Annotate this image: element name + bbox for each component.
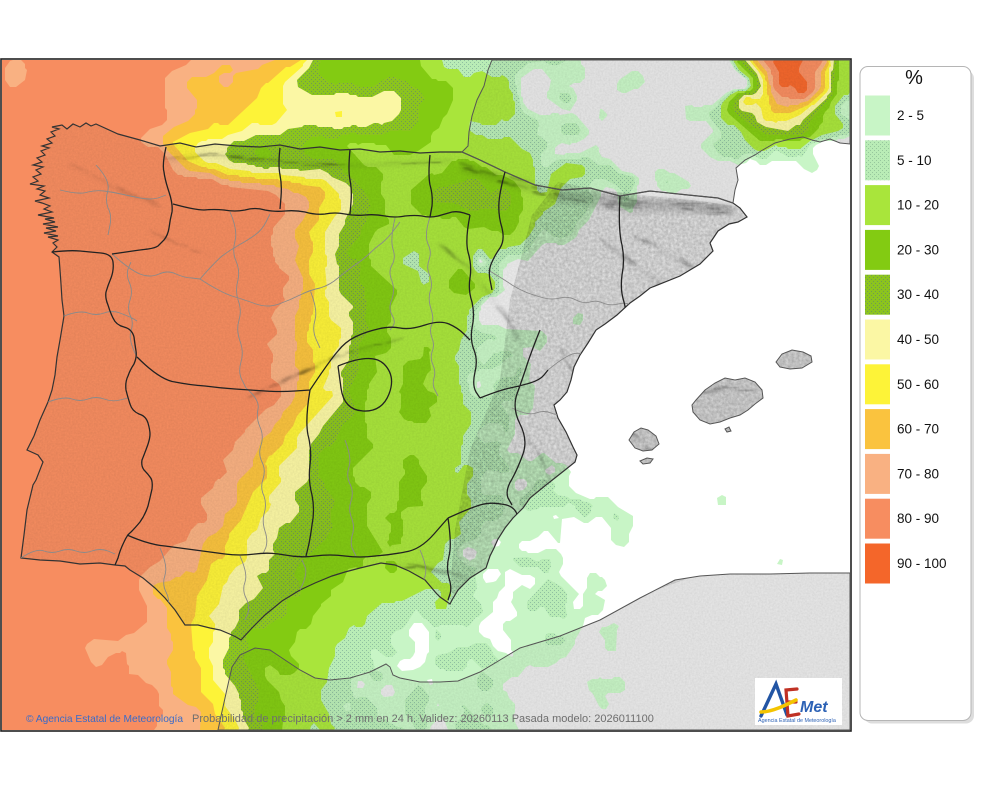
- svg-text:90 - 100: 90 - 100: [897, 556, 947, 571]
- svg-text:40 - 50: 40 - 50: [897, 332, 939, 347]
- svg-text:Agencia Estatal de Meteorologí: Agencia Estatal de Meteorología: [758, 718, 836, 724]
- svg-text:50 - 60: 50 - 60: [897, 377, 939, 392]
- svg-text:© Agencia Estatal de Meteorolo: © Agencia Estatal de Meteorología: [26, 714, 183, 725]
- svg-text:10 - 20: 10 - 20: [897, 198, 939, 213]
- svg-text:Met: Met: [800, 699, 828, 716]
- svg-text:Probabilidad de precipitación: Probabilidad de precipitación > 2 mm en …: [192, 713, 654, 725]
- svg-text:%: %: [905, 67, 923, 89]
- svg-text:60 - 70: 60 - 70: [897, 422, 939, 437]
- svg-text:30 - 40: 30 - 40: [897, 287, 939, 302]
- svg-text:70 - 80: 70 - 80: [897, 466, 939, 481]
- svg-text:2 - 5: 2 - 5: [897, 108, 924, 123]
- svg-text:80 - 90: 80 - 90: [897, 511, 939, 526]
- svg-text:20 - 30: 20 - 30: [897, 242, 939, 257]
- svg-text:5 - 10: 5 - 10: [897, 153, 932, 168]
